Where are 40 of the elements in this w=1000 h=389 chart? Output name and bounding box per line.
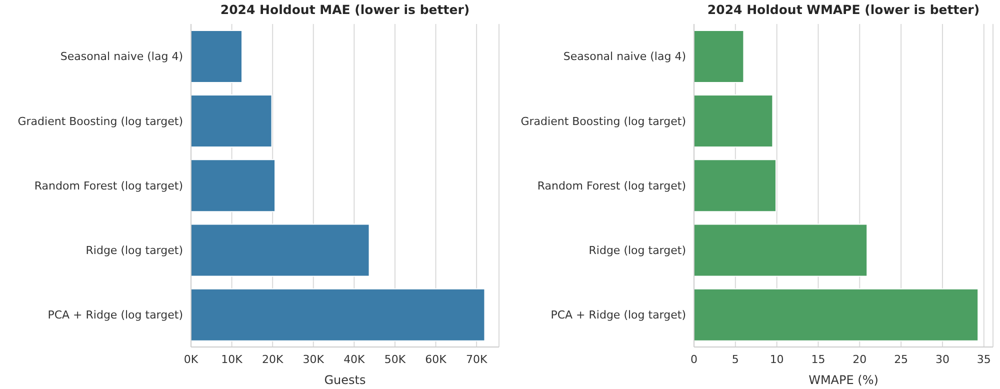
x-axis-title: Guests bbox=[324, 373, 366, 387]
y-tick-label: Gradient Boosting (log target) bbox=[520, 114, 686, 128]
y-tick-label: Gradient Boosting (log target) bbox=[18, 114, 183, 128]
bar bbox=[694, 30, 744, 83]
chart-title: 2024 Holdout MAE (lower is better) bbox=[219, 2, 471, 17]
x-tick-label: 30 bbox=[935, 352, 950, 366]
x-tick-label: 20 bbox=[852, 352, 867, 366]
x-tick-label: 10 bbox=[770, 352, 784, 366]
x-tick-label: 30K bbox=[302, 352, 325, 366]
bar bbox=[694, 224, 868, 277]
y-tick-label: PCA + Ridge (log target) bbox=[48, 308, 183, 322]
x-tick-label: 20K bbox=[262, 352, 284, 366]
x-tick-label: 40K bbox=[344, 352, 366, 366]
y-tick-label: PCA + Ridge (log target) bbox=[550, 308, 686, 322]
y-tick-label: Random Forest (log target) bbox=[537, 179, 686, 192]
chart-title: 2024 Holdout WMAPE (lower is better) bbox=[706, 2, 981, 17]
bar bbox=[694, 94, 774, 148]
bar bbox=[191, 288, 486, 342]
bar bbox=[191, 94, 272, 148]
y-tick-label: Ridge (log target) bbox=[588, 244, 686, 258]
x-tick-label: 25 bbox=[894, 352, 908, 366]
y-tick-label: Ridge (log target) bbox=[86, 244, 183, 258]
x-tick-label: 0K bbox=[184, 352, 199, 366]
x-tick-label: 0 bbox=[690, 352, 698, 366]
bar bbox=[694, 288, 979, 342]
x-tick-label: 70K bbox=[466, 352, 488, 366]
x-tick-label: 10K bbox=[221, 352, 244, 366]
y-tick-label: Seasonal naive (lag 4) bbox=[60, 50, 183, 64]
x-tick-label: 15 bbox=[811, 352, 826, 366]
x-tick-label: 60K bbox=[425, 352, 448, 366]
bar bbox=[694, 159, 776, 212]
x-tick-label: 5 bbox=[732, 352, 739, 366]
bar bbox=[191, 30, 242, 83]
y-tick-label: Random Forest (log target) bbox=[34, 179, 183, 192]
bar bbox=[191, 159, 276, 212]
bar bbox=[191, 224, 370, 277]
x-tick-label: 50K bbox=[384, 352, 406, 366]
x-tick-label: 35 bbox=[976, 352, 991, 366]
x-axis-title: WMAPE (%) bbox=[808, 373, 878, 387]
y-tick-label: Seasonal naive (lag 4) bbox=[563, 50, 686, 64]
